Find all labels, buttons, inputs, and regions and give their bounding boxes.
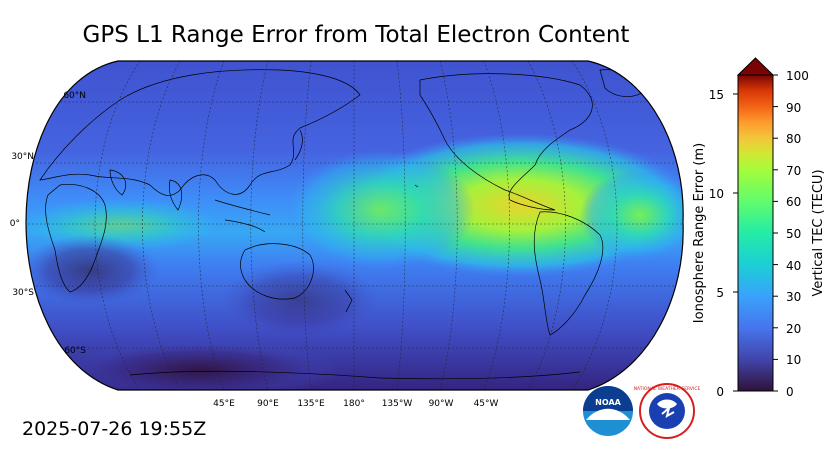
noaa-logo: NOAA bbox=[583, 386, 633, 436]
map-title: GPS L1 Range Error from Total Electron C… bbox=[82, 22, 630, 48]
lon-label: 45°W bbox=[474, 399, 499, 409]
lon-label: 90°E bbox=[257, 399, 279, 409]
lat-label: 30°S bbox=[12, 288, 34, 298]
tec-tick: 60 bbox=[786, 195, 801, 209]
right-ticks: 0 10 20 30 40 50 60 70 80 90 100 bbox=[786, 69, 809, 399]
coastlines bbox=[39, 69, 646, 380]
tec-tick: 20 bbox=[786, 322, 801, 336]
lon-label: 90°W bbox=[429, 399, 454, 409]
lat-label: 60°N bbox=[63, 91, 86, 101]
range-error-axis-label: Ionosphere Range Error (m) bbox=[692, 143, 707, 323]
tec-tick: 40 bbox=[786, 259, 801, 273]
longitude-labels: 45°E 90°E 135°E 180° 135°W 90°W 45°W bbox=[213, 399, 498, 409]
tec-tick: 80 bbox=[786, 132, 801, 146]
tec-field bbox=[26, 61, 684, 390]
tec-tick: 70 bbox=[786, 164, 801, 178]
lat-label: 60°S bbox=[64, 346, 86, 356]
lon-label: 135°E bbox=[297, 399, 325, 409]
nws-logo-text: NATIONAL WEATHER SERVICE bbox=[634, 386, 701, 392]
tec-tick: 10 bbox=[786, 353, 801, 367]
colorbar-extend-arrow bbox=[736, 57, 775, 76]
nws-logo: NATIONAL WEATHER SERVICE bbox=[634, 383, 701, 439]
colorbar: 0 5 10 15 0 10 20 30 40 50 60 70 bbox=[692, 57, 826, 399]
tec-tick: 90 bbox=[786, 101, 801, 115]
tec-tick: 30 bbox=[786, 290, 801, 304]
lat-label: 0° bbox=[10, 219, 20, 229]
map-outline bbox=[25, 60, 684, 391]
lon-label: 180° bbox=[343, 399, 365, 409]
lon-label: 45°E bbox=[213, 399, 235, 409]
tec-tick: 0 bbox=[786, 385, 794, 399]
range-error-tick: 0 bbox=[716, 385, 724, 399]
graticule bbox=[26, 61, 684, 390]
range-error-tick: 5 bbox=[716, 286, 724, 300]
tec-tick: 100 bbox=[786, 69, 809, 83]
latitude-labels: 60°N 30°N 0° 30°S 60°S bbox=[10, 91, 87, 356]
left-ticks: 0 5 10 15 bbox=[709, 88, 724, 399]
range-error-tick: 15 bbox=[709, 88, 724, 102]
noaa-logo-text: NOAA bbox=[595, 398, 621, 407]
tec-axis-label: Vertical TEC (TECU) bbox=[811, 169, 826, 296]
range-error-tick: 10 bbox=[709, 187, 724, 201]
lat-label: 30°N bbox=[11, 152, 34, 162]
lon-label: 135°W bbox=[382, 399, 413, 409]
valid-time: 2025-07-26 19:55Z bbox=[22, 418, 207, 440]
tec-tick: 50 bbox=[786, 227, 801, 241]
